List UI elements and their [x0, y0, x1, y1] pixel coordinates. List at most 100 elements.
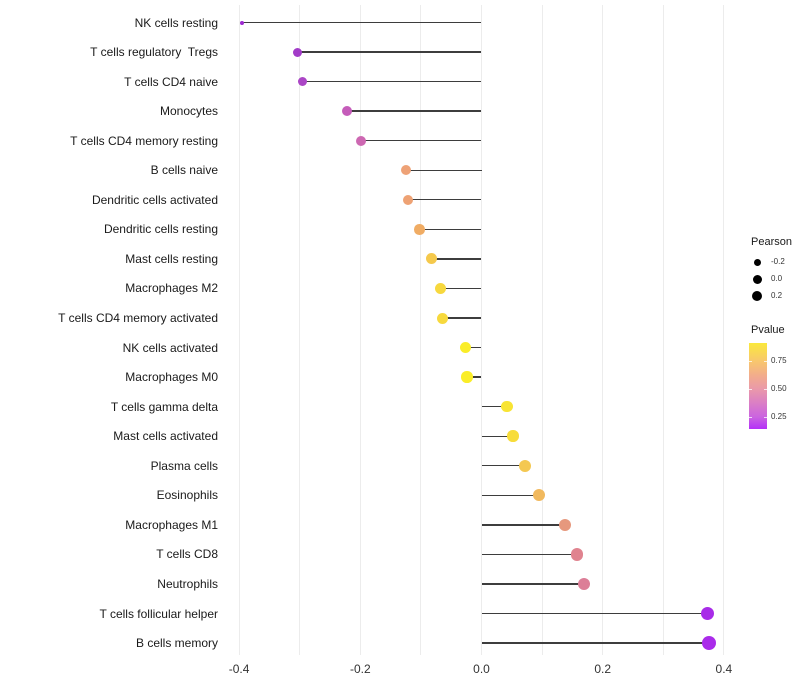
lollipop-dot [239, 20, 244, 25]
lollipop-stem [346, 110, 482, 112]
lollipop-dot [558, 518, 572, 532]
lollipop-stem [297, 51, 482, 53]
gridline [299, 5, 301, 655]
lollipop-stem [481, 642, 709, 644]
lollipop-dot [437, 312, 449, 324]
y-axis-label: Dendritic cells resting [103, 222, 218, 237]
lollipop-stem [360, 140, 482, 142]
lollipop-dot [414, 224, 425, 235]
lollipop-dot [700, 606, 715, 621]
gridline [481, 5, 482, 655]
lollipop-dot [293, 47, 303, 57]
size-legend-label: 0.2 [771, 291, 783, 300]
size-legend-dot [752, 274, 762, 284]
gridline [238, 5, 240, 655]
lollipop-dot [461, 371, 473, 383]
color-legend-gradient-bar [749, 343, 767, 429]
x-axis-tick-label: 0.0 [473, 662, 490, 676]
gridline [541, 5, 543, 655]
lollipop-dot [501, 400, 513, 413]
lollipop-dot [701, 636, 716, 651]
y-axis-label: T cells CD4 memory activated [58, 311, 218, 325]
lollipop-stem [481, 612, 708, 615]
lollipop-stem [241, 21, 482, 24]
color-legend-bar-tick [764, 417, 767, 418]
lollipop-stem [481, 405, 507, 408]
y-axis-label: T cells regulatory Tregs [90, 45, 218, 60]
y-axis-label: NK cells activated [122, 340, 218, 355]
lollipop-stem [442, 317, 482, 319]
gridline [359, 5, 361, 655]
x-axis-tick-label: 0.2 [594, 662, 612, 676]
y-axis-label: Macrophages M2 [125, 281, 218, 296]
lollipop-stem [431, 258, 482, 260]
y-axis-label: Plasma cells [150, 458, 218, 473]
lollipop-stem [481, 583, 584, 585]
lollipop-stem [481, 435, 513, 437]
lollipop-dot [425, 253, 437, 265]
size-legend-label: 0.0 [771, 274, 783, 283]
size-legend-title: Pearson [751, 236, 792, 248]
color-legend-bar-tick [749, 389, 752, 390]
color-legend-tick-label: 0.25 [771, 412, 787, 421]
plot-panel [224, 5, 742, 655]
lollipop-stem [405, 169, 482, 171]
color-legend-bar-tick [749, 361, 752, 362]
y-axis-label: T cells follicular helper [99, 606, 219, 621]
x-axis-tick-label: 0.4 [715, 662, 733, 676]
color-legend-bar-tick [764, 389, 767, 390]
y-axis-label: B cells memory [135, 636, 218, 651]
lollipop-dot [341, 106, 352, 117]
lollipop-stem [466, 376, 482, 378]
lollipop-dot [519, 459, 532, 472]
color-legend-bar-tick [749, 417, 752, 418]
y-axis-label: Eosinophils [156, 488, 218, 503]
y-axis-label: T cells gamma delta [110, 399, 218, 414]
color-legend-tick-label: 0.75 [771, 356, 787, 365]
y-axis-label: Mast cells resting [125, 251, 218, 266]
y-axis-label: Macrophages M0 [125, 370, 218, 385]
size-legend-dot [751, 290, 763, 302]
x-axis-tick-label: -0.4 [228, 662, 250, 676]
color-legend-title: Pvalue [751, 324, 785, 336]
lollipop-stem [440, 287, 482, 290]
lollipop-dot [507, 430, 519, 442]
y-axis-label: Monocytes [159, 104, 218, 119]
lollipop-dot [297, 76, 308, 87]
lollipop-dot [533, 489, 546, 502]
lollipop-dot [402, 194, 413, 205]
lollipop-stem [481, 465, 526, 467]
y-axis-label: Dendritic cells activated [91, 192, 218, 207]
lollipop-stem [407, 199, 482, 201]
gridline [723, 5, 725, 655]
size-legend-dot [753, 258, 761, 266]
y-axis-label: T cells CD4 memory resting [70, 133, 218, 148]
lollipop-dot [577, 577, 591, 591]
color-legend-tick-label: 0.50 [771, 384, 787, 393]
y-axis-label: T cells CD4 naive [124, 74, 218, 89]
gridline [662, 5, 664, 655]
lollipop-stem [465, 346, 482, 349]
x-axis-tick-label: -0.2 [349, 662, 371, 676]
y-axis-label: Mast cells activated [113, 429, 218, 444]
color-legend-bar-tick [764, 361, 767, 362]
y-axis-label: NK cells resting [134, 15, 218, 30]
lollipop-dot [400, 165, 411, 176]
y-axis-label: Macrophages M1 [125, 517, 218, 532]
lollipop-stem [481, 494, 540, 496]
lollipop-stem [419, 228, 482, 231]
y-axis-label: B cells naive [150, 163, 218, 178]
lollipop-stem [302, 80, 482, 83]
y-axis-label: Neutrophils [157, 576, 218, 591]
gridline [602, 5, 604, 655]
lollipop-dot [435, 282, 447, 294]
lollipop-stem [481, 553, 578, 556]
lollipop-stem [481, 524, 566, 526]
y-axis-label: T cells CD8 [156, 547, 218, 562]
gridline [420, 5, 422, 655]
lollipop-dot [459, 341, 472, 354]
lollipop-dot [570, 548, 584, 561]
lollipop-dot [355, 135, 366, 146]
size-legend-label: -0.2 [771, 257, 785, 266]
